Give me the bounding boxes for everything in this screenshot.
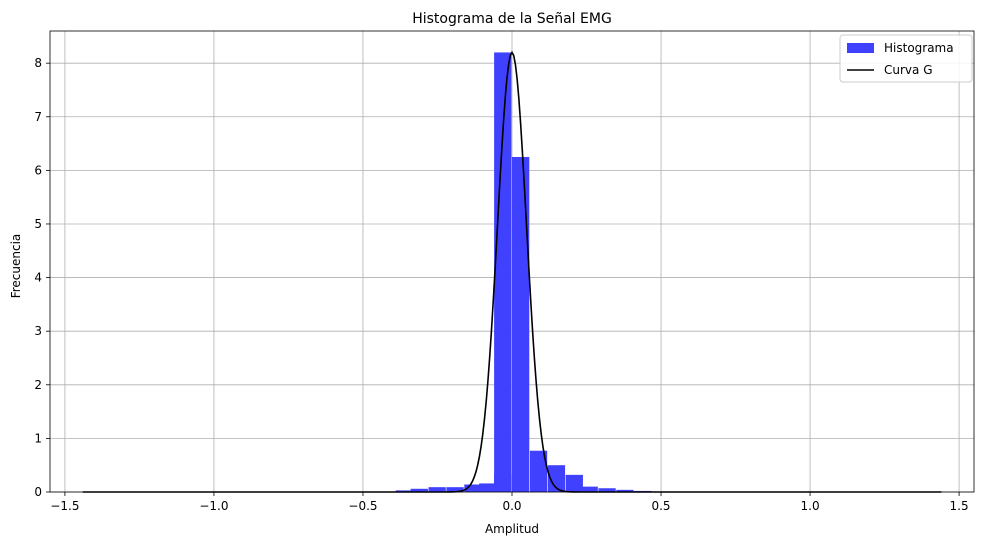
y-tick-label: 1 — [34, 431, 42, 445]
x-tick-label: −0.5 — [348, 499, 377, 513]
y-tick-label: 8 — [34, 56, 42, 70]
x-tick-label: 0.5 — [651, 499, 670, 513]
histogram-bar — [616, 489, 634, 492]
y-tick-label: 4 — [34, 271, 42, 285]
histogram-bar — [565, 474, 583, 492]
histogram-bar — [580, 486, 598, 492]
x-tick-label: 0.0 — [502, 499, 521, 513]
histogram-bar — [512, 156, 530, 492]
legend: Histograma Curva G — [839, 34, 973, 83]
histogram-bars — [82, 52, 944, 492]
legend-label-histograma: Histograma — [884, 41, 954, 55]
legend-label-curva-g: Curva G — [884, 63, 933, 77]
histogram-bar — [494, 52, 512, 492]
histogram-bar — [547, 465, 566, 492]
histogram-bar — [598, 488, 616, 492]
legend-swatch-histograma — [847, 43, 874, 53]
y-tick-label: 5 — [34, 217, 42, 231]
chart-title: Histograma de la Señal EMG — [412, 11, 612, 27]
x-axis-ticks: −1.5 −1.0 −0.5 0.0 0.5 1.0 1.5 — [50, 492, 969, 513]
y-tick-label: 6 — [34, 163, 42, 177]
histogram-bar — [479, 483, 497, 492]
y-tick-label: 2 — [34, 378, 42, 392]
y-axis-ticks: 0 1 2 3 4 5 6 7 8 — [34, 56, 50, 499]
y-tick-label: 3 — [34, 324, 42, 338]
y-axis-label: Frecuencia — [9, 234, 23, 299]
x-axis-label: Amplitud — [485, 522, 539, 536]
x-tick-label: −1.0 — [199, 499, 228, 513]
x-tick-label: −1.5 — [50, 499, 79, 513]
x-tick-label: 1.0 — [801, 499, 820, 513]
histogram-bar — [428, 487, 446, 492]
histogram-bar — [464, 484, 482, 492]
histogram-bar — [529, 450, 548, 492]
histogram-bar — [446, 487, 464, 492]
histogram-bar — [410, 488, 428, 492]
histogram-bar — [395, 490, 414, 492]
y-tick-label: 7 — [34, 110, 42, 124]
y-tick-label: 0 — [34, 485, 42, 499]
x-tick-label: 1.5 — [950, 499, 969, 513]
